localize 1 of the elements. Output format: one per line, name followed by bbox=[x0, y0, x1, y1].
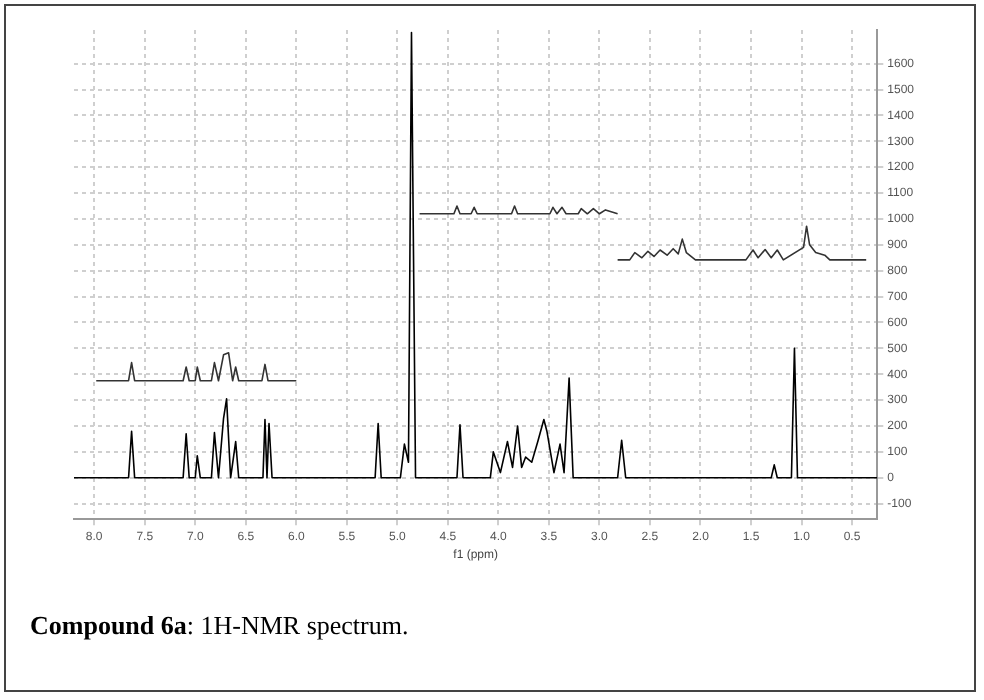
text: Compound 6a: 1H-NMR spectrum. bbox=[30, 610, 409, 642]
